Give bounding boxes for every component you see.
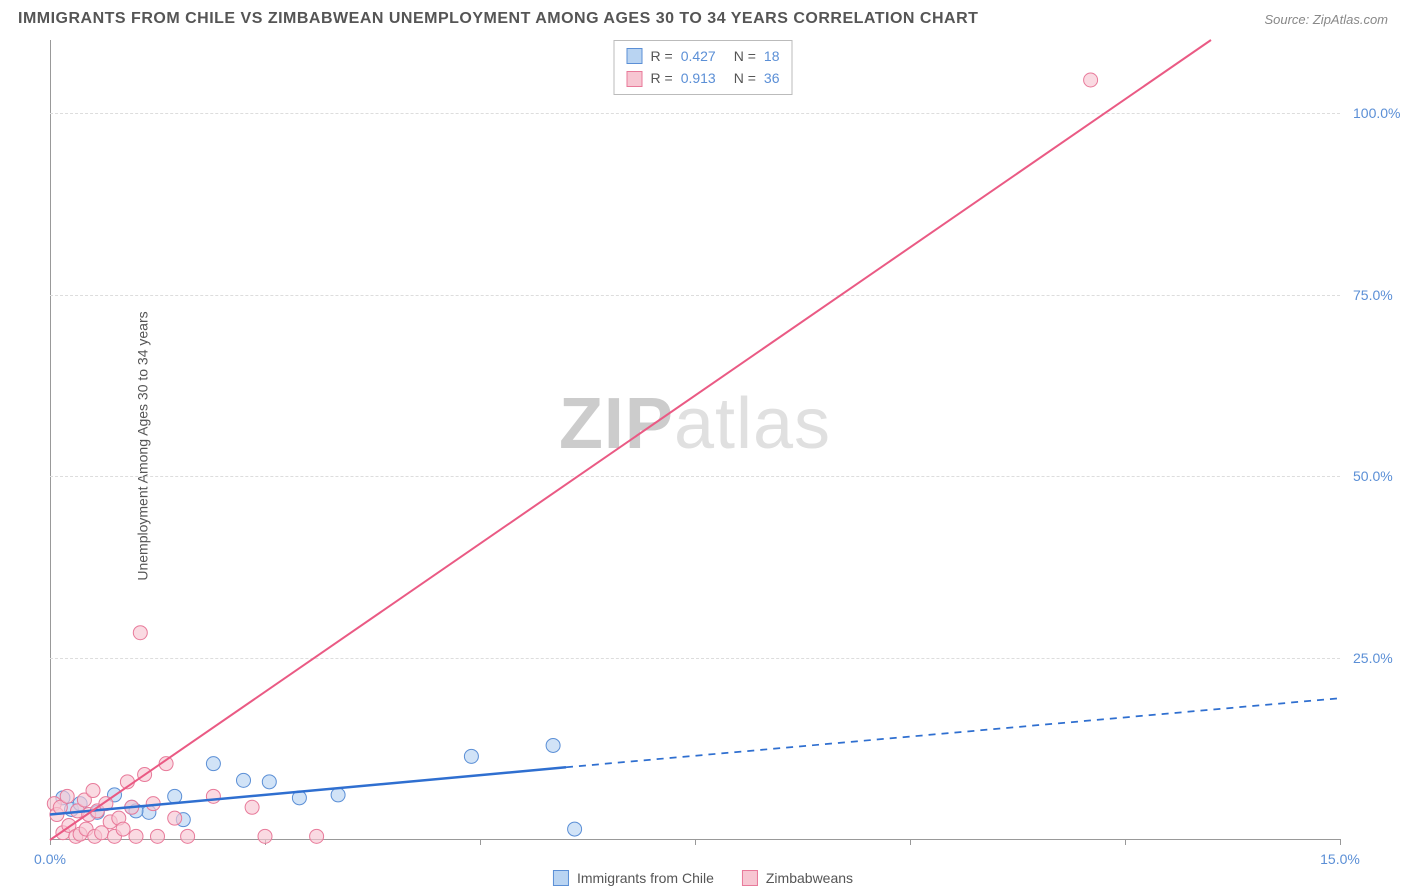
data-point xyxy=(129,829,143,843)
y-tick-label: 100.0% xyxy=(1345,105,1400,121)
n-value-zimbabwe: 36 xyxy=(764,67,780,89)
data-point xyxy=(331,788,345,802)
legend-swatch-zimbabwe xyxy=(627,71,643,87)
data-point xyxy=(86,784,100,798)
data-point xyxy=(258,829,272,843)
n-label: N = xyxy=(734,45,756,67)
data-point xyxy=(1084,73,1098,87)
r-label: R = xyxy=(651,45,673,67)
data-point xyxy=(206,757,220,771)
legend-row-chile: R = 0.427 N = 18 xyxy=(627,45,780,67)
data-point xyxy=(151,829,165,843)
legend-item-zimbabwe: Zimbabweans xyxy=(742,870,853,886)
data-point xyxy=(168,811,182,825)
chart-title: IMMIGRANTS FROM CHILE VS ZIMBABWEAN UNEM… xyxy=(18,10,978,28)
legend-swatch-chile xyxy=(553,870,569,886)
y-tick-label: 75.0% xyxy=(1345,287,1393,303)
legend-label-chile: Immigrants from Chile xyxy=(577,870,714,886)
data-point xyxy=(310,829,324,843)
legend-row-zimbabwe: R = 0.913 N = 36 xyxy=(627,67,780,89)
data-point xyxy=(181,829,195,843)
legend-swatch-chile xyxy=(627,48,643,64)
x-tick xyxy=(695,839,696,845)
x-tick xyxy=(1125,839,1126,845)
n-value-chile: 18 xyxy=(764,45,780,67)
legend-swatch-zimbabwe xyxy=(742,870,758,886)
r-value-zimbabwe: 0.913 xyxy=(681,67,716,89)
legend-label-zimbabwe: Zimbabweans xyxy=(766,870,853,886)
y-tick-label: 50.0% xyxy=(1345,468,1393,484)
data-point xyxy=(568,822,582,836)
r-label: R = xyxy=(651,67,673,89)
x-tick-label: 15.0% xyxy=(1320,851,1360,867)
series-legend: Immigrants from Chile Zimbabweans xyxy=(553,870,853,886)
correlation-legend: R = 0.427 N = 18 R = 0.913 N = 36 xyxy=(614,40,793,95)
x-tick xyxy=(480,839,481,845)
trend-line xyxy=(50,40,1211,840)
data-point xyxy=(245,800,259,814)
plot-svg xyxy=(50,40,1340,839)
r-value-chile: 0.427 xyxy=(681,45,716,67)
y-tick-label: 25.0% xyxy=(1345,650,1393,666)
x-tick-label: 0.0% xyxy=(34,851,66,867)
plot-area: ZIPatlas 25.0%50.0%75.0%100.0% 0.0%15.0% xyxy=(50,40,1340,840)
n-label: N = xyxy=(734,67,756,89)
data-point xyxy=(133,626,147,640)
data-point xyxy=(60,789,74,803)
data-point xyxy=(237,773,251,787)
data-point xyxy=(116,822,130,836)
data-point xyxy=(464,749,478,763)
source-attribution: Source: ZipAtlas.com xyxy=(1264,12,1388,27)
data-point xyxy=(546,738,560,752)
x-tick xyxy=(1340,839,1341,845)
data-point xyxy=(168,789,182,803)
data-point xyxy=(262,775,276,789)
trend-line xyxy=(566,698,1340,767)
x-tick xyxy=(910,839,911,845)
legend-item-chile: Immigrants from Chile xyxy=(553,870,714,886)
